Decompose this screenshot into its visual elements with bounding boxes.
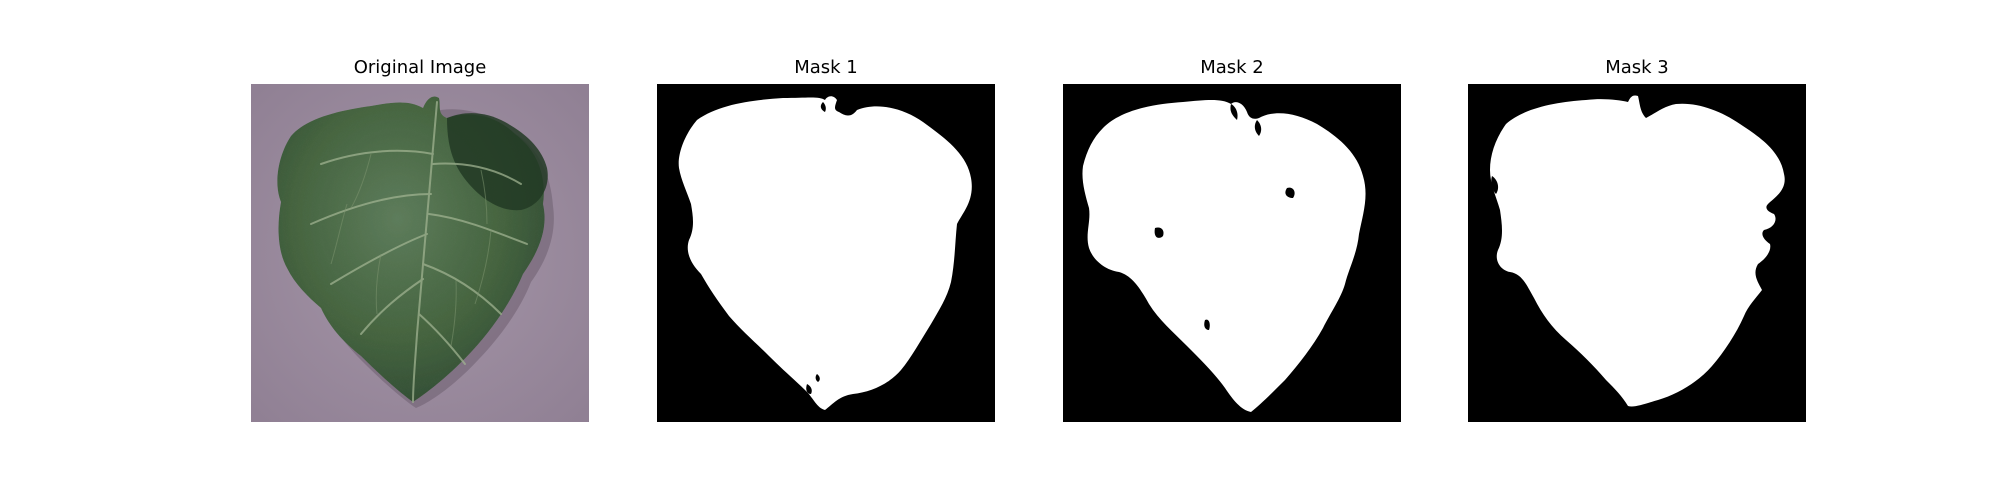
mask-3-image [1468,84,1806,422]
leaf-minor-veins [330,153,492,347]
mask-hole [1204,319,1210,330]
mask-notch [1491,176,1499,194]
mask-speck [806,384,812,394]
mask-foreground [1082,100,1366,412]
mask-notch [1254,120,1262,136]
mask-1-image [657,84,995,422]
mask-speck [815,374,820,382]
mask-foreground [1490,95,1785,407]
mask-notch [1230,104,1238,120]
mask-hole [1285,187,1295,198]
original-leaf-photo [251,84,589,422]
leaf-veins [310,101,528,403]
leaf-lobe [447,113,548,211]
mask-hole [1154,227,1164,238]
mask-foreground [678,96,972,410]
panel-title: Mask 1 [794,57,858,78]
panel-title: Mask 2 [1200,57,1264,78]
mask-2-image [1063,84,1401,422]
panel-title: Mask 3 [1605,57,1669,78]
mask-notch [820,102,826,112]
panel-title: Original Image [353,57,487,78]
